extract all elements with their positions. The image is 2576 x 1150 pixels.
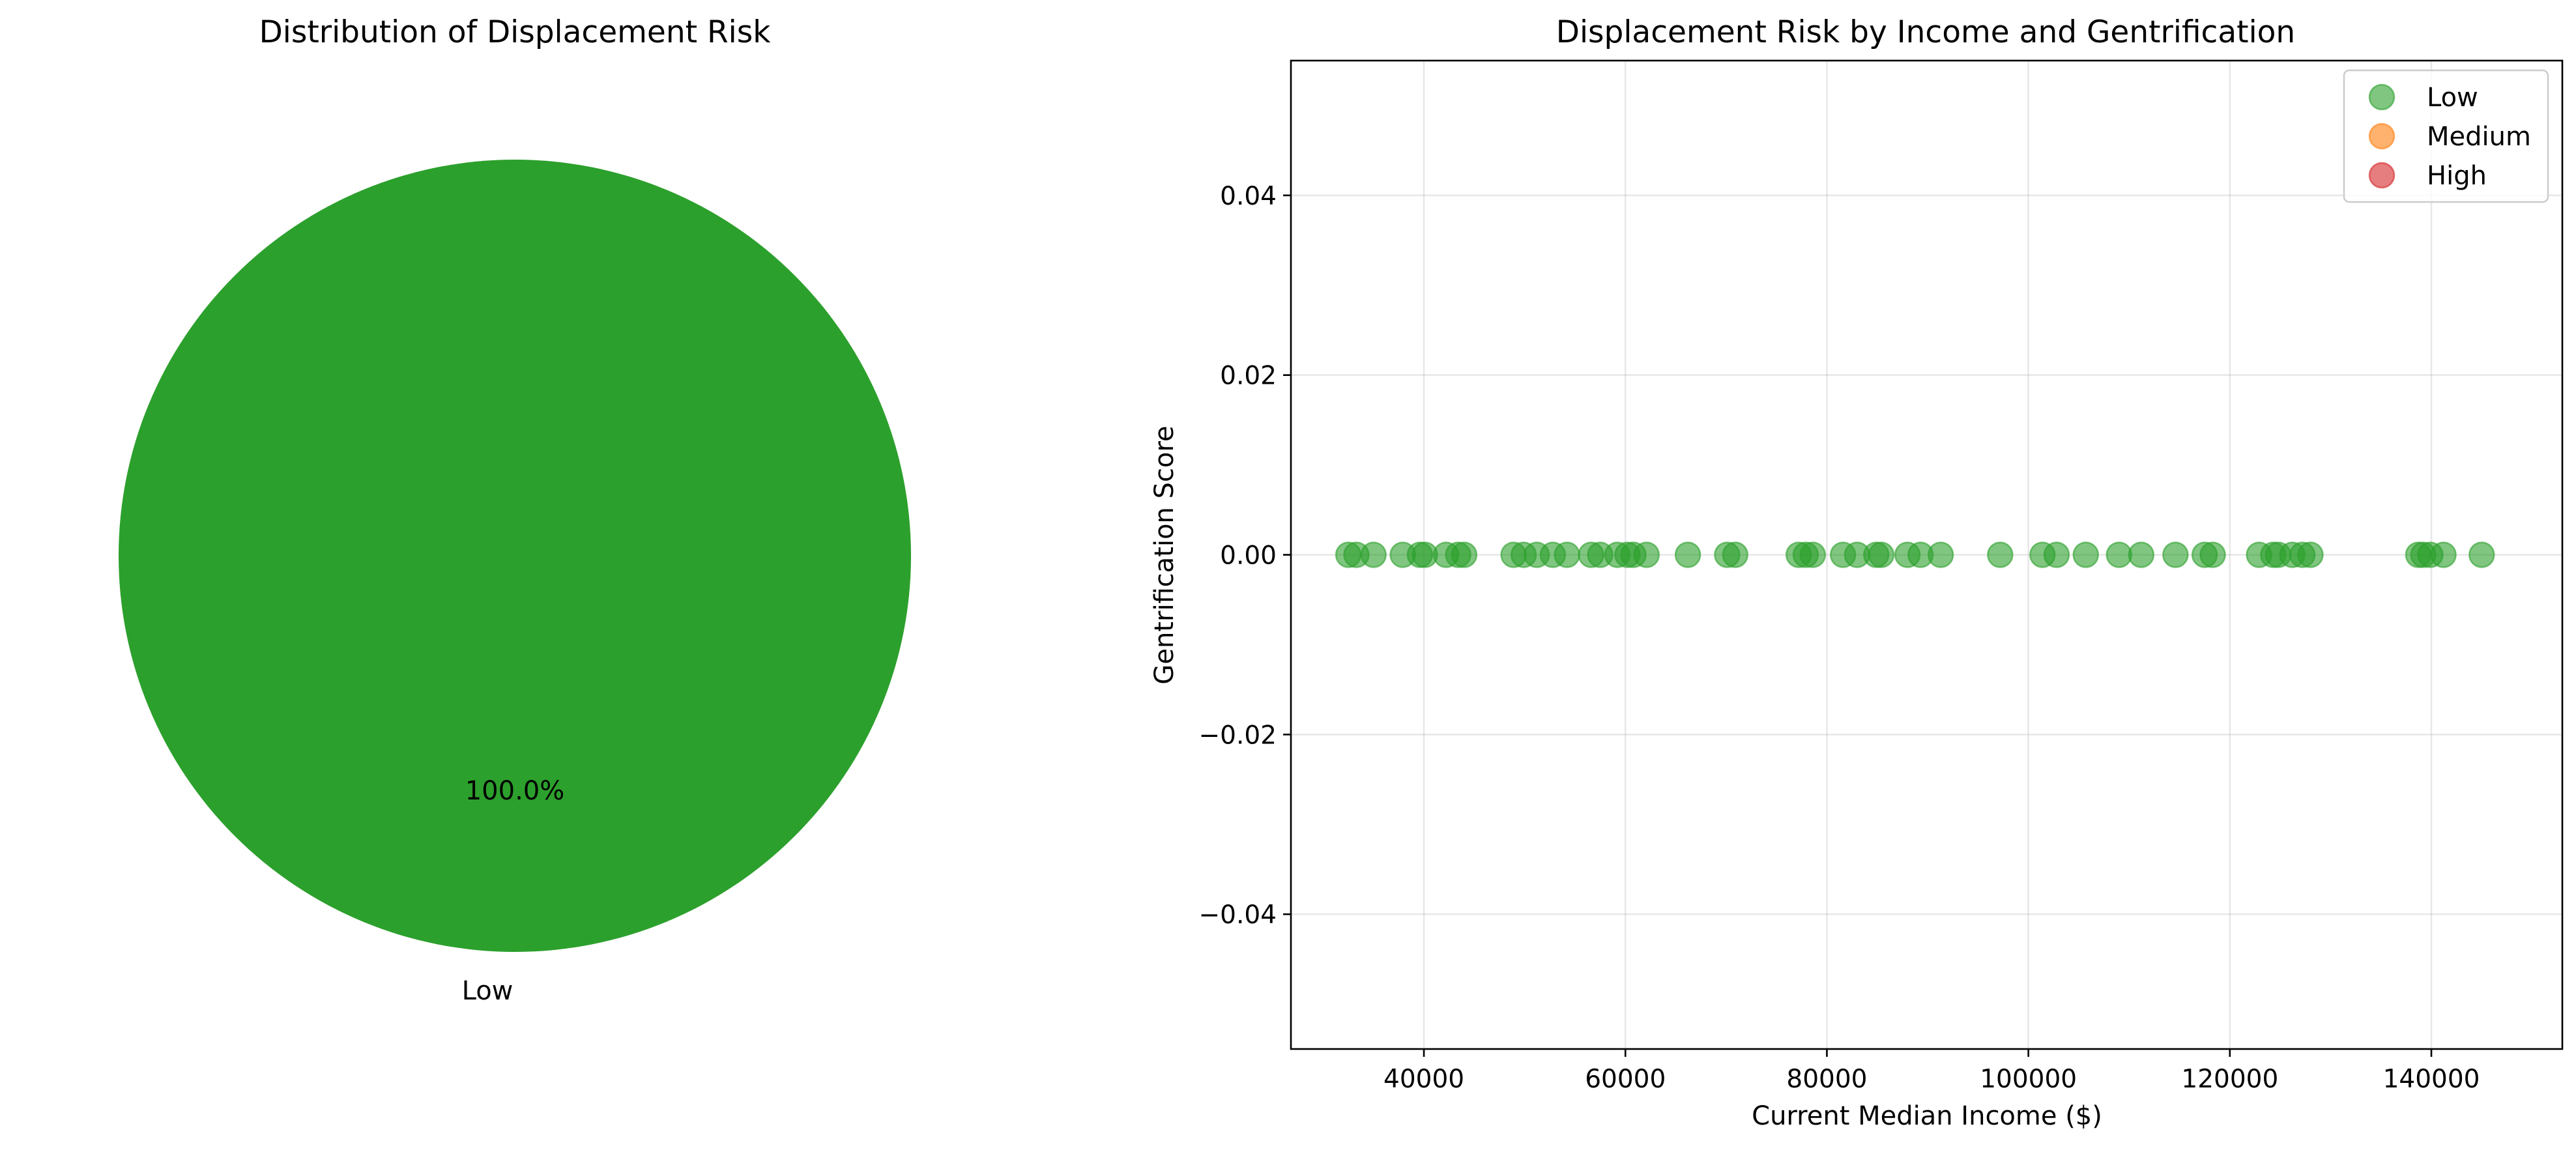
scatter-point-low	[2430, 541, 2457, 568]
y-tick-label: 0.04	[1220, 182, 1277, 211]
x-tick-label: 80000	[1786, 1065, 1867, 1094]
scatter-point-low	[2106, 541, 2133, 568]
legend-marker-high	[2368, 162, 2395, 189]
x-tick-label: 100000	[1980, 1065, 2077, 1094]
y-tick-label: 0.00	[1220, 541, 1277, 571]
scatter-points	[1335, 541, 2495, 568]
scatter-point-low	[1722, 541, 1749, 568]
y-tick-label: −0.02	[1198, 721, 1277, 750]
scatter-point-low	[2043, 541, 2070, 568]
scatter-y-axis-label: Gentrification Score	[1150, 425, 1179, 684]
y-tick-label: 0.02	[1220, 362, 1277, 391]
scatter-point-low	[2072, 541, 2100, 568]
scatter-x-axis-label: Current Median Income ($)	[1752, 1101, 2102, 1131]
scatter-title: Displacement Risk by Income and Gentrifi…	[1556, 14, 2295, 50]
legend-label-high: High	[2427, 161, 2487, 191]
pie-chart: Distribution of Displacement Risk 100.0%…	[119, 14, 911, 1006]
scatter-point-low	[1868, 541, 1895, 568]
x-tick-label: 40000	[1383, 1065, 1464, 1094]
x-tick-label: 140000	[2383, 1065, 2480, 1094]
pie-slices	[119, 160, 911, 952]
scatter-point-low	[2162, 541, 2189, 568]
pie-title: Distribution of Displacement Risk	[259, 14, 772, 50]
scatter-point-low	[2297, 541, 2324, 568]
scatter-point-low	[1554, 541, 1580, 568]
scatter-point-low	[2468, 541, 2495, 568]
pie-slice-label: Low	[462, 976, 514, 1006]
legend-marker-low	[2368, 83, 2395, 111]
scatter-point-low	[2199, 541, 2226, 568]
legend-label-low: Low	[2427, 83, 2478, 113]
x-tick-label: 120000	[2181, 1065, 2278, 1094]
y-tick-label: −0.04	[1198, 900, 1277, 930]
scatter-point-low	[1987, 541, 2014, 568]
scatter-legend: Low Medium High	[2343, 69, 2549, 203]
x-tick-label: 60000	[1585, 1065, 1666, 1094]
legend-marker-medium	[2368, 122, 2395, 150]
scatter-point-low	[1927, 541, 1954, 568]
pie-slice-percent-label: 100.0%	[465, 776, 565, 806]
scatter-point-low	[1633, 541, 1660, 568]
scatter-point-low	[1451, 541, 1478, 568]
pie-slice-low	[119, 160, 911, 952]
scatter-point-low	[1674, 541, 1701, 568]
legend-box	[2343, 69, 2549, 203]
scatter-point-low	[2128, 541, 2155, 568]
legend-entries: Low Medium High	[2368, 83, 2531, 191]
scatter-point-low	[1799, 541, 1827, 568]
scatter-chart: Displacement Risk by Income and Gentrifi…	[1150, 14, 2564, 1131]
legend-label-medium: Medium	[2427, 122, 2531, 152]
scatter-point-low	[1360, 541, 1387, 568]
scatter-y-ticks: −0.04 −0.02 0.00 0.02 0.04	[1198, 182, 1291, 930]
scatter-x-ticks: 40000 60000 80000 100000 120000 140000	[1383, 1049, 2480, 1094]
